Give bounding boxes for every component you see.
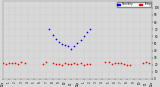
Point — [23, 63, 26, 64]
Point — [42, 63, 44, 64]
Point — [67, 63, 69, 64]
Point — [79, 40, 82, 41]
Point — [76, 42, 79, 44]
Point — [86, 32, 88, 33]
Legend: Humidity, Temp: Humidity, Temp — [117, 2, 151, 7]
Point — [67, 46, 69, 47]
Point — [117, 63, 119, 64]
Point — [129, 64, 132, 65]
Point — [70, 48, 72, 50]
Point — [61, 64, 63, 66]
Point — [142, 62, 144, 64]
Point — [89, 64, 91, 65]
Point — [11, 63, 13, 64]
Point — [48, 29, 51, 30]
Point — [1, 63, 4, 64]
Point — [110, 63, 113, 64]
Point — [57, 63, 60, 64]
Point — [57, 41, 60, 42]
Point — [82, 64, 85, 66]
Point — [89, 29, 91, 30]
Point — [45, 61, 48, 63]
Point — [114, 62, 116, 63]
Point — [104, 62, 107, 63]
Point — [145, 61, 147, 62]
Point — [20, 61, 23, 63]
Point — [79, 62, 82, 64]
Point — [4, 64, 7, 65]
Point — [64, 44, 66, 46]
Point — [54, 38, 57, 40]
Point — [14, 62, 16, 64]
Point — [51, 63, 54, 64]
Point — [61, 43, 63, 45]
Point — [107, 61, 110, 63]
Point — [73, 45, 76, 46]
Point — [76, 64, 79, 65]
Point — [123, 63, 125, 65]
Point — [86, 63, 88, 64]
Point — [126, 64, 129, 65]
Point — [120, 62, 122, 64]
Point — [70, 63, 72, 65]
Point — [64, 62, 66, 63]
Point — [73, 62, 76, 63]
Point — [54, 64, 57, 65]
Point — [17, 64, 20, 65]
Point — [51, 34, 54, 36]
Point — [82, 36, 85, 37]
Point — [148, 62, 150, 64]
Point — [8, 62, 10, 64]
